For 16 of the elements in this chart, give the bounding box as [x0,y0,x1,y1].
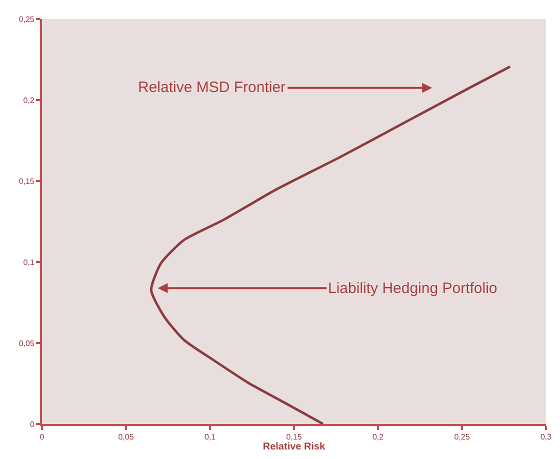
x-tick-label: 0,3 [540,432,552,442]
x-tick-label: 0,1 [204,432,216,442]
y-tick-label: 0,25 [18,14,35,24]
y-tick-label: 0,05 [18,338,35,348]
y-tick-label: 0,1 [23,258,35,267]
x-tick-label: 0,05 [118,432,134,442]
y-tick-label: 0,15 [18,176,35,186]
x-tick-label: 0,2 [372,432,384,442]
x-tick-label: 0,15 [286,432,302,442]
y-tick-label: 0 [30,420,35,429]
x-tick-label: 0,25 [454,432,470,442]
annotation: Liability Hedging Portfolio [328,280,498,297]
x-tick-label: 0 [40,432,45,442]
y-tick-label: 0,2 [23,96,35,105]
annotation: Relative MSD Frontier [138,79,286,96]
x-axis-title: Relative Risk [262,442,326,453]
